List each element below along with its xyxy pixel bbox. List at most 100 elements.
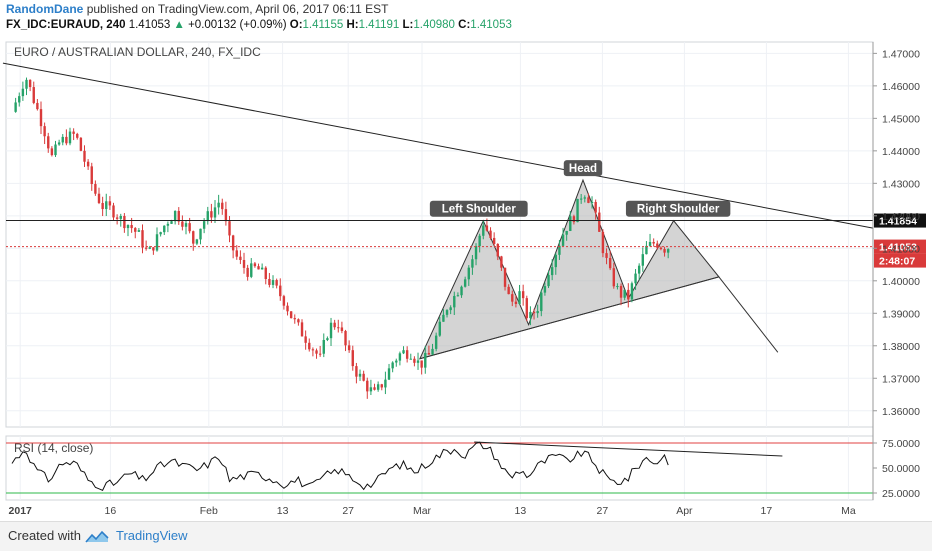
x-tick-label: Ma (841, 505, 856, 517)
candle-body (340, 327, 344, 331)
candle-body (315, 350, 318, 354)
y-tick-label: 1.42000 (882, 211, 920, 223)
candle-body (453, 295, 456, 308)
candle-body (659, 247, 663, 250)
rsi-pane-frame (5, 435, 874, 501)
candle-body (224, 209, 228, 222)
candle-body (652, 241, 655, 244)
candle-body (612, 268, 615, 287)
candle-body (460, 286, 463, 296)
candle-body (97, 193, 101, 203)
resistance-price-tag: 1.41854 (879, 216, 917, 228)
candle-body (525, 298, 528, 319)
candle-body (656, 243, 659, 248)
candle-body (202, 221, 206, 229)
candle-body (286, 305, 289, 312)
tradingview-logo-icon[interactable] (84, 529, 110, 545)
candle-body (587, 197, 590, 203)
candle-body (395, 360, 398, 363)
y-tick-label: 1.46000 (882, 81, 920, 93)
candle-body (391, 362, 394, 369)
candle-body (550, 267, 554, 276)
y-tick-label: 1.39000 (882, 308, 920, 320)
x-tick-label: Feb (200, 505, 218, 517)
candle-body (489, 230, 492, 238)
candle-body (304, 336, 307, 343)
candle-body (231, 235, 235, 251)
candle-body (605, 253, 608, 258)
candle-body (547, 275, 550, 287)
candle-body (253, 263, 257, 267)
publish-info: RandomDane published on TradingView.com,… (6, 2, 388, 16)
low-value: 1.40980 (413, 19, 455, 31)
candle-body (217, 202, 220, 208)
tradingview-brand-link[interactable]: TradingView (116, 528, 188, 543)
candle-body (192, 231, 195, 244)
candle-body (663, 249, 666, 253)
candle-body (569, 216, 572, 231)
candle-body (119, 215, 122, 219)
candle-body (442, 314, 445, 322)
rsi-tick-label: 50.0000 (882, 463, 920, 475)
candle-body (65, 136, 68, 144)
candle-body (478, 235, 481, 247)
price-chart[interactable]: 1.41854 1.41053 2:48:07 Left Shoulder Head Ri… (0, 34, 932, 524)
candle-body (300, 322, 304, 337)
high-label: H: (346, 19, 359, 31)
candle-body (427, 352, 431, 355)
x-tick-label: Apr (676, 505, 693, 517)
y-tick-label: 1.37000 (882, 373, 920, 385)
close-value: 1.41053 (470, 19, 512, 31)
candle-body (170, 221, 173, 224)
candle-body (358, 373, 362, 377)
last-price: 1.41053 (128, 19, 171, 31)
candle-body (344, 330, 347, 346)
candle-body (123, 215, 126, 229)
up-arrow-icon: ▲ (173, 19, 185, 31)
footer: Created with TradingView (0, 521, 932, 551)
candle-body (616, 286, 619, 288)
chart-title: EURO / AUSTRALIAN DOLLAR, 240, FX_IDC (14, 45, 261, 59)
candle-body (293, 318, 296, 320)
rsi-tick-label: 75.0000 (882, 438, 920, 450)
candle-body (206, 211, 209, 222)
candle-body (583, 197, 586, 199)
candle-body (500, 256, 503, 268)
y-tick-label: 1.44000 (882, 146, 920, 158)
candle-body (503, 267, 507, 287)
open-value: 1.41155 (302, 19, 344, 31)
candle-body (347, 345, 351, 351)
x-tick-label: 27 (342, 505, 354, 517)
candle-body (177, 210, 180, 222)
candle-body (115, 217, 119, 219)
candle-body (141, 230, 144, 248)
candle-body (373, 387, 376, 390)
candle-body (467, 267, 470, 280)
projection-line (718, 276, 779, 353)
candle-body (112, 205, 115, 218)
left-shoulder-label: Left Shoulder (442, 204, 517, 216)
candle-body (108, 201, 112, 206)
candle-body (43, 126, 46, 137)
x-tick-label: 17 (761, 505, 773, 517)
candle-body (630, 283, 634, 300)
author-name[interactable]: RandomDane (6, 2, 84, 16)
candle-body (384, 379, 387, 388)
candle-body (228, 221, 231, 236)
candle-body (543, 286, 547, 293)
candle-body (50, 148, 54, 156)
x-tick-label: 27 (597, 505, 609, 517)
candle-body (155, 234, 159, 251)
candle-body (184, 223, 188, 227)
candle-body (601, 231, 605, 254)
candle-body (623, 289, 626, 298)
candle-body (333, 322, 336, 328)
candle-body (32, 87, 35, 103)
candle-body (637, 265, 641, 274)
candle-body (492, 237, 496, 245)
countdown-tag: 2:48:07 (879, 256, 915, 268)
close-label: C: (458, 19, 471, 31)
candle-body (351, 350, 354, 367)
published-text: published on TradingView.com, April 06, … (86, 2, 389, 16)
countdown-tag-bg (874, 253, 926, 268)
